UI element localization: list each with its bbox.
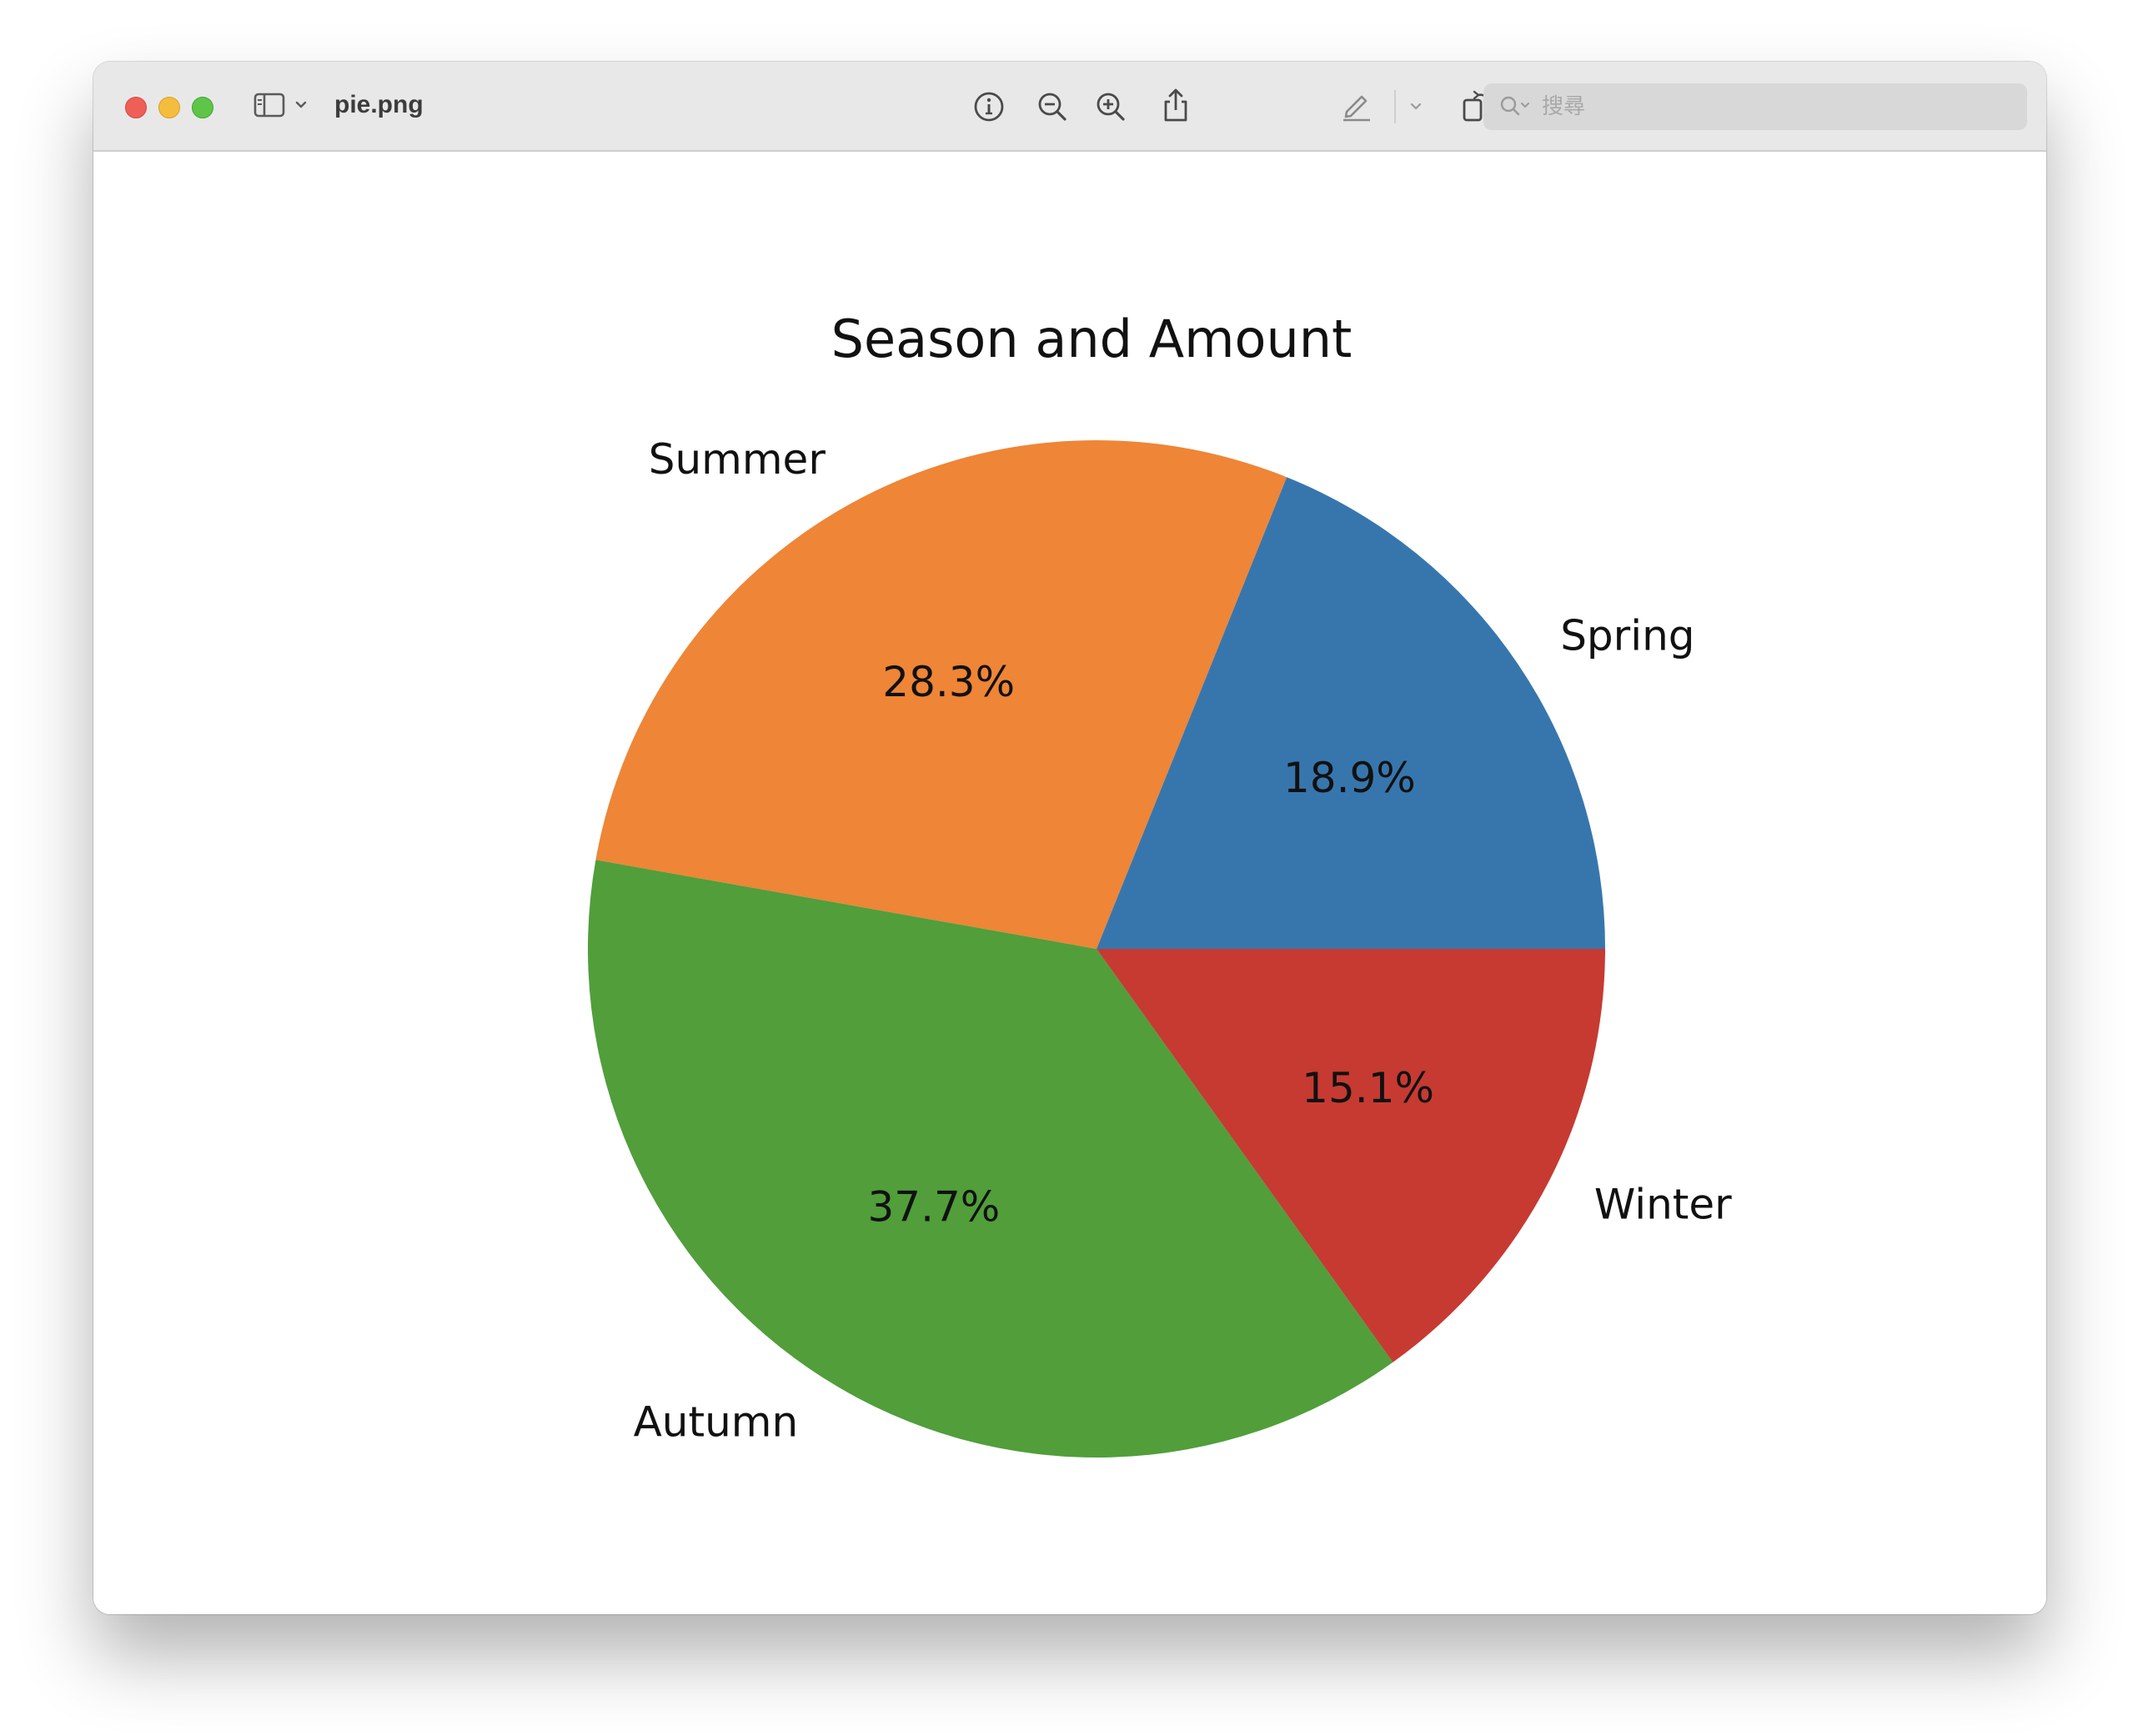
info-button[interactable] xyxy=(972,90,1006,123)
chevron-down-icon xyxy=(294,100,308,110)
pie-slices-group xyxy=(588,440,1605,1458)
share-button[interactable] xyxy=(1161,87,1191,123)
zoom-out-icon xyxy=(1036,90,1069,123)
slice-percent-spring: 18.9% xyxy=(1283,754,1416,802)
chevron-down-icon xyxy=(1409,102,1423,112)
pie-chart: Season and Amount Spring 18.9% Summer 28.3%… xyxy=(588,309,1733,1458)
maximize-window-button[interactable] xyxy=(192,97,213,118)
slice-percent-summer: 28.3% xyxy=(882,658,1015,706)
sidebar-options-dropdown[interactable] xyxy=(294,100,308,110)
slice-label-winter: Winter xyxy=(1594,1181,1732,1229)
sidebar-toggle-button[interactable] xyxy=(253,92,287,118)
sidebar-toggle-icon xyxy=(253,92,287,118)
title-bar: pie.png xyxy=(93,62,2046,152)
share-icon xyxy=(1161,87,1191,123)
pie-slice-spring xyxy=(1097,477,1605,949)
slice-percent-autumn: 37.7% xyxy=(867,1183,1000,1232)
slice-label-autumn: Autumn xyxy=(634,1398,799,1447)
search-icon xyxy=(1498,94,1533,123)
pie-slice-summer xyxy=(595,440,1287,949)
search-field[interactable] xyxy=(1483,83,2027,130)
pie-slice-autumn xyxy=(588,860,1393,1458)
slice-label-spring: Spring xyxy=(1560,612,1694,660)
markup-button[interactable] xyxy=(1340,88,1373,122)
slice-label-summer: Summer xyxy=(649,435,826,484)
zoom-in-button[interactable] xyxy=(1094,90,1127,123)
document-filename: pie.png xyxy=(334,91,424,118)
close-window-button[interactable] xyxy=(125,97,147,118)
markup-options-dropdown[interactable] xyxy=(1409,102,1423,112)
search-input[interactable] xyxy=(1542,83,2009,130)
zoom-out-button[interactable] xyxy=(1036,90,1069,123)
image-canvas: Season and Amount Spring 18.9% Summer 28.3%… xyxy=(93,152,2046,1614)
preview-window: pie.png xyxy=(93,62,2046,1614)
slice-percent-winter: 15.1% xyxy=(1302,1064,1434,1112)
markup-pen-icon xyxy=(1340,88,1373,122)
minimize-window-button[interactable] xyxy=(158,97,180,118)
toolbar-divider xyxy=(1394,90,1396,123)
pie-slice-winter xyxy=(1097,949,1605,1362)
pie-labels-group: Spring 18.9% Summer 28.3% Autumn 37.7% Winter 1… xyxy=(634,435,1733,1447)
info-icon xyxy=(972,90,1006,123)
zoom-in-icon xyxy=(1094,90,1127,123)
chart-title: Season and Amount xyxy=(831,309,1353,369)
